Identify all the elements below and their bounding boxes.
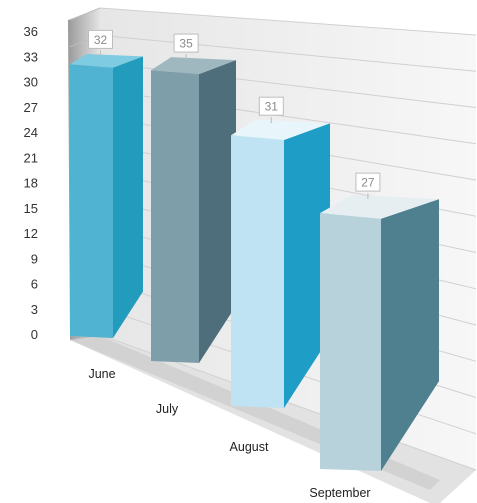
x-tick-label: August [230,440,269,454]
y-tick-label: 9 [31,251,38,266]
y-tick-label: 15 [24,201,38,216]
y-tick-label: 24 [24,125,38,140]
gridline [99,34,477,72]
bar-top-face [151,57,236,75]
data-label: 27 [361,176,375,190]
y-tick-label: 30 [24,75,38,90]
x-axis: June July August September [88,367,370,500]
bar-top-face [231,119,330,140]
data-label-box [173,33,199,53]
data-label: 31 [265,100,279,114]
y-tick-label: 12 [24,226,38,241]
x-tick-label: July [156,402,179,416]
y-tick-label: 36 [24,24,38,39]
bars [70,54,439,471]
y-tick-label: 6 [31,277,38,292]
x-tick-label: June [88,367,115,381]
bar-side-face [381,199,439,471]
data-label-box [355,172,381,192]
bar-front-face [70,64,113,339]
gridline [69,7,101,21]
y-tick-label: 18 [24,176,38,191]
data-label: 35 [179,37,193,51]
data-labels: 32 35 31 27 [88,29,381,200]
y-tick-label: 33 [24,49,38,64]
bar-front-face [320,213,381,471]
gridline [99,7,477,36]
y-tick-label: 0 [31,327,38,342]
data-label-box [88,29,113,49]
data-label: 32 [94,33,108,47]
data-label-box [258,96,284,116]
bar-august [231,119,330,408]
bar-july [151,57,236,363]
y-tick-label: 3 [31,302,38,317]
bar-side-face [284,123,330,408]
y-tick-label: 21 [24,150,38,165]
bar-front-face [231,135,284,408]
x-tick-label: September [309,486,370,500]
bar-side-face [113,56,143,339]
bar-front-face [151,70,199,363]
y-tick-label: 27 [24,100,38,115]
bar-june [70,54,143,339]
bar-top-face [70,54,143,68]
bar-september [320,194,439,471]
bar-side-face [199,60,236,363]
bar-top-face [320,194,439,219]
